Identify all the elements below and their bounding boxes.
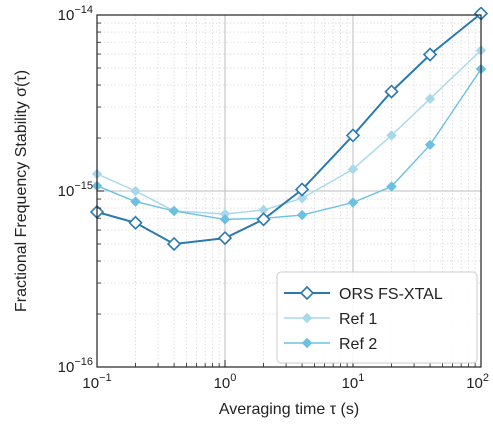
tick-labels: 10−1 100 101 102 10−16 10−15 10−14 xyxy=(58,4,489,392)
data-point xyxy=(347,163,359,175)
legend-marker xyxy=(301,312,313,324)
data-point xyxy=(128,215,143,230)
data-point xyxy=(130,196,141,207)
legend-label: ORS FS-XTAL xyxy=(339,286,443,303)
y-axis-label: Fractional Frequency Stability σ(τ) xyxy=(13,70,30,312)
data-point xyxy=(386,130,397,141)
x-axis-label: Averaging time τ (s) xyxy=(219,401,359,418)
series-line xyxy=(96,12,482,246)
data-point xyxy=(217,230,233,246)
x-tick-label: 100 xyxy=(214,372,237,392)
data-point xyxy=(345,128,361,143)
data-point xyxy=(424,139,436,151)
data-point xyxy=(384,84,399,99)
series-ors-fs-xtal xyxy=(89,7,489,252)
data-point xyxy=(296,209,308,221)
y-tick-label: 10−15 xyxy=(58,180,93,200)
legend-label: Ref 2 xyxy=(339,336,377,353)
legend-box xyxy=(276,271,478,364)
data-point xyxy=(166,236,182,252)
data-point xyxy=(168,205,180,217)
data-point xyxy=(294,182,310,197)
data-point xyxy=(256,212,271,227)
series-line xyxy=(96,68,482,221)
data-point xyxy=(296,193,308,204)
legend: ORS FS-XTAL Ref 1 Ref 2 xyxy=(276,271,478,364)
x-tick-label: 101 xyxy=(342,372,365,392)
y-tick-label: 10−16 xyxy=(58,356,93,376)
data-point xyxy=(219,214,231,225)
data-point xyxy=(422,47,438,62)
data-point xyxy=(424,93,436,105)
axis-ticks xyxy=(96,14,482,368)
y-tick-label: 10−14 xyxy=(58,4,93,24)
data-point xyxy=(347,197,359,208)
legend-label: Ref 1 xyxy=(339,311,377,328)
series-layer xyxy=(89,7,489,252)
x-tick-label: 10−1 xyxy=(82,372,111,392)
data-point xyxy=(386,181,397,192)
data-point xyxy=(130,185,141,197)
legend-marker xyxy=(301,337,313,349)
legend-marker xyxy=(299,285,315,301)
x-tick-label: 102 xyxy=(466,372,489,392)
